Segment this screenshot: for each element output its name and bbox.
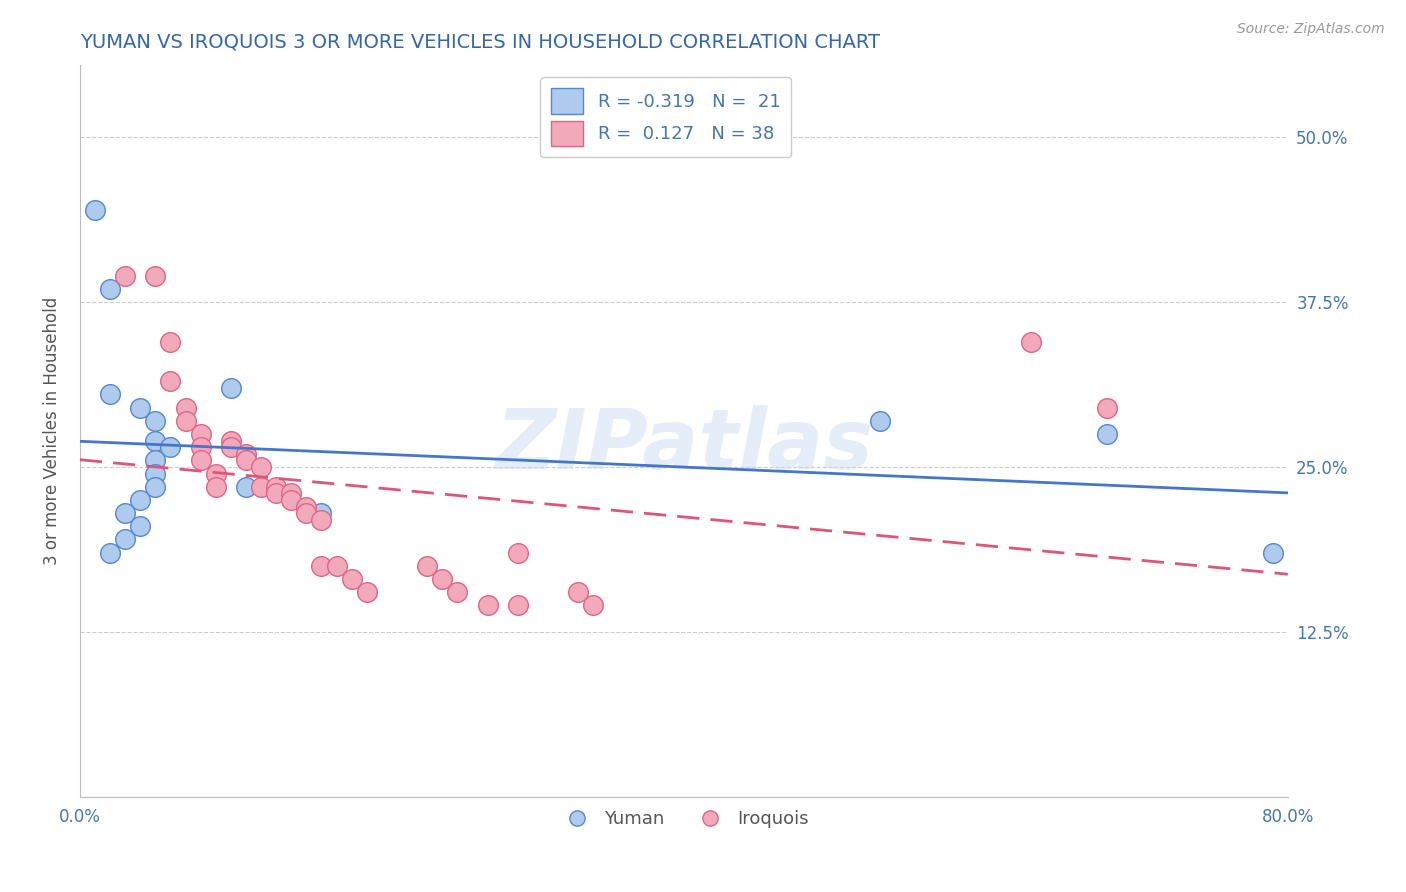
Point <box>235 447 257 461</box>
Point <box>114 533 136 547</box>
Point <box>340 572 363 586</box>
Point <box>84 202 107 217</box>
Point <box>1095 426 1118 441</box>
Point <box>145 414 167 428</box>
Point <box>129 519 152 533</box>
Point <box>1261 546 1284 560</box>
Point <box>159 440 181 454</box>
Point <box>506 599 529 613</box>
Legend: Yuman, Iroquois: Yuman, Iroquois <box>553 803 815 835</box>
Point <box>98 387 121 401</box>
Point <box>219 440 242 454</box>
Point <box>235 480 257 494</box>
Point <box>145 453 167 467</box>
Point <box>145 434 167 448</box>
Point <box>235 453 257 467</box>
Point <box>311 506 333 520</box>
Point <box>190 426 212 441</box>
Point <box>356 585 378 599</box>
Point <box>190 453 212 467</box>
Point <box>280 486 302 500</box>
Text: Source: ZipAtlas.com: Source: ZipAtlas.com <box>1237 22 1385 37</box>
Point <box>219 381 242 395</box>
Point <box>250 480 273 494</box>
Point <box>129 401 152 415</box>
Point <box>174 401 197 415</box>
Point <box>264 486 287 500</box>
Point <box>311 558 333 573</box>
Point <box>477 599 499 613</box>
Point <box>159 334 181 349</box>
Text: ZIPatlas: ZIPatlas <box>495 405 873 486</box>
Point <box>280 492 302 507</box>
Point <box>159 374 181 388</box>
Point <box>264 480 287 494</box>
Point <box>1095 401 1118 415</box>
Point <box>432 572 454 586</box>
Point <box>582 599 605 613</box>
Point <box>250 459 273 474</box>
Point <box>204 467 226 481</box>
Point <box>114 506 136 520</box>
Point <box>98 546 121 560</box>
Point <box>219 434 242 448</box>
Point <box>114 268 136 283</box>
Point <box>129 492 152 507</box>
Point <box>190 440 212 454</box>
Point <box>567 585 589 599</box>
Point <box>869 414 891 428</box>
Y-axis label: 3 or more Vehicles in Household: 3 or more Vehicles in Household <box>44 296 60 565</box>
Point <box>98 282 121 296</box>
Point <box>325 558 347 573</box>
Point <box>174 414 197 428</box>
Text: YUMAN VS IROQUOIS 3 OR MORE VEHICLES IN HOUSEHOLD CORRELATION CHART: YUMAN VS IROQUOIS 3 OR MORE VEHICLES IN … <box>80 33 880 52</box>
Point <box>446 585 468 599</box>
Point <box>145 467 167 481</box>
Point <box>295 506 318 520</box>
Point <box>145 268 167 283</box>
Point <box>1019 334 1042 349</box>
Point <box>145 480 167 494</box>
Point <box>295 500 318 514</box>
Point <box>311 513 333 527</box>
Point <box>416 558 439 573</box>
Point <box>204 480 226 494</box>
Point <box>506 546 529 560</box>
